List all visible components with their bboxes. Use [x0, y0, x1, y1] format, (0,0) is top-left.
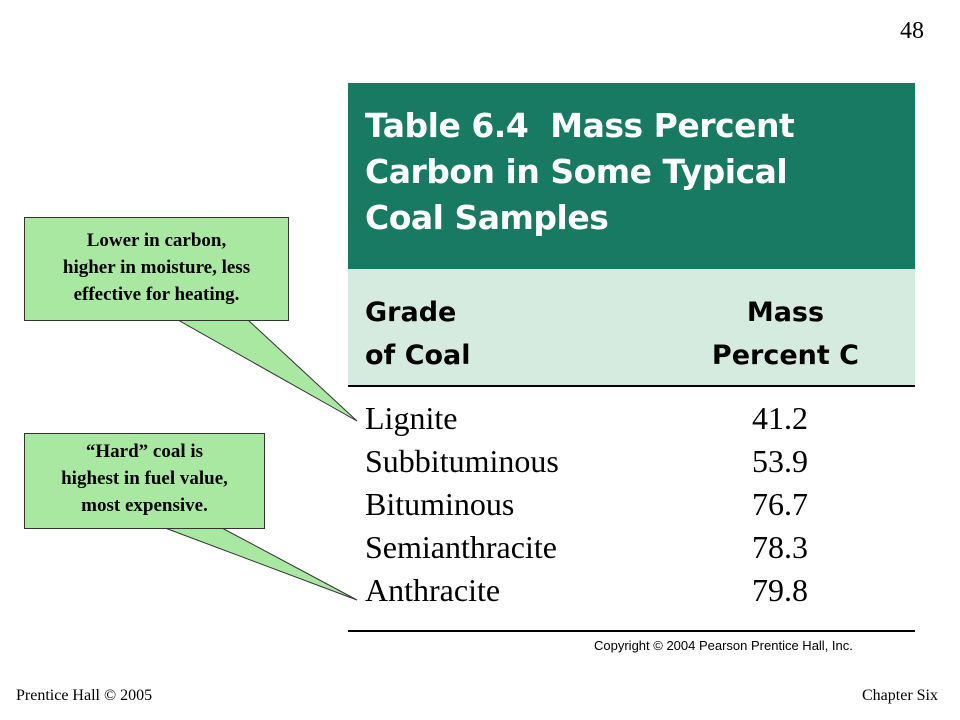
table-title-line-3: Coal Samples — [365, 198, 609, 237]
table-bottom-rule — [348, 630, 915, 632]
callout-line: higher in moisture, less — [62, 257, 251, 278]
table-row: Semianthracite 78.3 — [348, 526, 915, 569]
callout-pointer-anthracite — [164, 527, 358, 601]
header-mass-percent-c: Mass Percent C — [712, 291, 859, 377]
row-value: 78.3 — [752, 529, 808, 565]
callout-line: effective for heating. — [73, 284, 240, 305]
row-grade: Semianthracite — [365, 529, 557, 565]
header-grade-line-2: of Coal — [365, 340, 471, 371]
callout-pointer-lignite — [176, 319, 358, 422]
row-value: 76.7 — [752, 486, 808, 522]
row-value: 53.9 — [752, 443, 808, 479]
table-title-line-2: Carbon in Some Typical — [365, 152, 788, 191]
header-grade-of-coal: Grade of Coal — [365, 291, 471, 377]
footer-publisher: Prentice Hall © 2005 — [16, 687, 153, 704]
row-value: 79.8 — [752, 572, 808, 608]
footer-chapter: Chapter Six — [862, 687, 938, 704]
table-body: Lignite 41.2 Subbituminous 53.9 Bitumino… — [348, 397, 915, 612]
callout-line: Lower in carbon, — [86, 230, 227, 251]
row-grade: Bituminous — [365, 486, 515, 522]
slide-number: 48 — [900, 18, 924, 44]
row-value: 41.2 — [752, 400, 808, 436]
table-title: Table 6.4 Mass Percent Carbon in Some Typ… — [365, 103, 885, 241]
table-title-line-1: Mass Percent — [550, 106, 795, 145]
row-grade: Lignite — [365, 400, 458, 436]
copyright-notice: Copyright © 2004 Pearson Prentice Hall, … — [594, 638, 853, 653]
callout-anthracite: “Hard” coal is highest in fuel value, mo… — [24, 433, 265, 529]
header-grade-line-1: Grade — [365, 297, 457, 328]
table-title-band: Table 6.4 Mass Percent Carbon in Some Typ… — [348, 83, 915, 269]
header-mass-line-2: Percent C — [711, 340, 859, 371]
callout-line: highest in fuel value, — [61, 468, 228, 489]
row-grade: Subbituminous — [365, 443, 559, 479]
table-header: Grade of Coal Mass Percent C — [348, 269, 915, 387]
header-mass-line-1: Mass — [746, 297, 825, 328]
row-grade: Anthracite — [365, 572, 501, 608]
table-row: Anthracite 79.8 — [348, 569, 915, 612]
callout-line: most expensive. — [81, 495, 208, 516]
callout-line: “Hard” coal is — [85, 441, 204, 462]
table-row: Bituminous 76.7 — [348, 483, 915, 526]
table-number: Table 6.4 — [365, 106, 529, 145]
callout-lignite: Lower in carbon, higher in moisture, les… — [24, 217, 289, 321]
table-row: Subbituminous 53.9 — [348, 440, 915, 483]
table-row: Lignite 41.2 — [348, 397, 915, 440]
